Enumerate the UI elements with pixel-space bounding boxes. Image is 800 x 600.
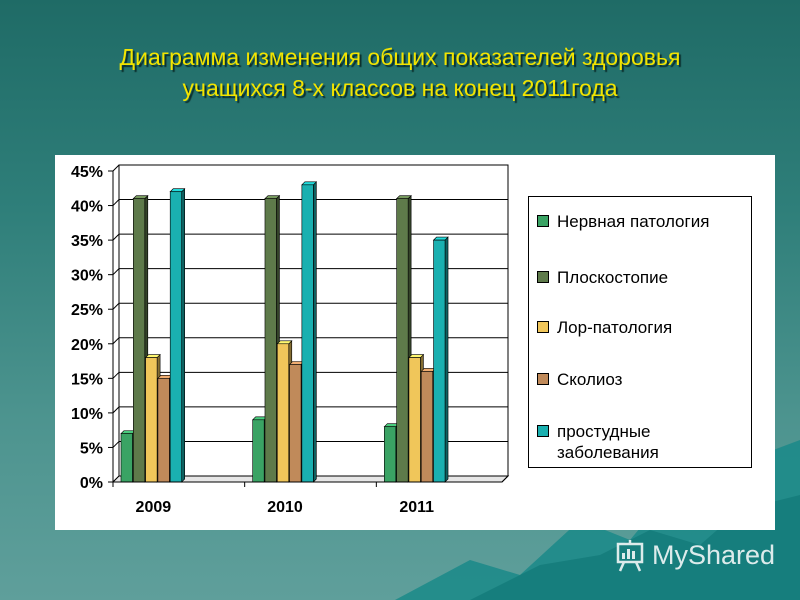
bar: [396, 198, 409, 483]
bar: [408, 357, 421, 483]
gridline: [112, 199, 508, 206]
x-tick-label: 2011: [399, 499, 434, 516]
legend-label-line: простудные: [557, 422, 651, 441]
gridline: [112, 371, 508, 379]
bar: [120, 433, 133, 483]
legend-label: Нервная патология: [557, 211, 747, 232]
y-tick-label: 15%: [71, 371, 103, 388]
legend-swatch: [537, 215, 549, 227]
gridline: [112, 164, 508, 172]
title-line-2: учащихся 8-х классов на конец 2011года: [182, 75, 618, 101]
bar: [433, 239, 446, 483]
bar: [276, 343, 290, 483]
slide-title: Диаграмма изменения общих показателей зд…: [0, 42, 800, 104]
bar-top: [169, 188, 186, 193]
bar-top: [276, 340, 293, 345]
y-tick-label: 5%: [80, 440, 103, 457]
legend-label: Сколиоз: [557, 369, 747, 390]
legend-label: простудные заболевания: [557, 421, 747, 463]
legend-swatch: [537, 373, 549, 385]
bar: [289, 364, 302, 483]
y-tick-label: 25%: [71, 302, 103, 319]
y-tick-label: 40%: [71, 199, 103, 216]
bar: [384, 426, 397, 483]
bar-side: [313, 181, 317, 483]
bar: [157, 378, 170, 483]
legend-label-line: Сколиоз: [557, 370, 623, 389]
legend-label-line: Плоскостопие: [557, 268, 669, 287]
gridline: [112, 406, 508, 414]
bar-top: [264, 195, 281, 199]
title-line-1: Диаграмма изменения общих показателей зд…: [119, 44, 681, 70]
bar: [264, 198, 277, 483]
x-tick-label: 2010: [267, 499, 303, 516]
legend-label: Плоскостопие: [557, 267, 747, 288]
bar: [420, 371, 434, 483]
y-tick-label: 10%: [71, 406, 103, 423]
bar-top: [144, 354, 161, 358]
legend-swatch: [537, 271, 549, 283]
chart-legend: Нервная патология Плоскостопие Лор-патолог…: [528, 196, 752, 468]
y-tick-label: 20%: [71, 337, 103, 354]
presentation-board-icon: [616, 540, 644, 572]
bar-top: [408, 354, 425, 358]
legend-swatch: [537, 321, 549, 333]
bar: [301, 184, 314, 483]
y-tick-label: 35%: [71, 233, 103, 250]
bar-top: [432, 236, 449, 241]
gridline: [112, 233, 508, 241]
gridline: [112, 302, 508, 310]
bar-side: [181, 188, 185, 483]
bar: [133, 198, 146, 483]
legend-swatch: [537, 425, 549, 437]
bar-side: [444, 236, 449, 483]
x-tick-label: 2009: [136, 499, 172, 516]
x-axis-end: [501, 475, 509, 483]
bar-top: [132, 195, 149, 199]
legend-label-line: Нервная патология: [557, 212, 710, 231]
legend-label-line: Лор-патология: [557, 318, 673, 337]
y-tick-label: 30%: [71, 268, 103, 285]
watermark-text: MyShared: [652, 540, 776, 570]
y-tick-label: 45%: [71, 164, 103, 181]
bar: [252, 419, 265, 483]
legend-label: Лор-патология: [557, 317, 747, 338]
bar: [169, 191, 182, 483]
bar-top: [395, 195, 412, 199]
gridline: [112, 268, 508, 276]
gridline: [112, 337, 508, 345]
y-tick-label: 0%: [80, 475, 103, 492]
bar: [145, 357, 158, 483]
bar-top: [301, 181, 318, 186]
gridline: [112, 440, 508, 448]
legend-label-line: заболевания: [557, 443, 659, 462]
